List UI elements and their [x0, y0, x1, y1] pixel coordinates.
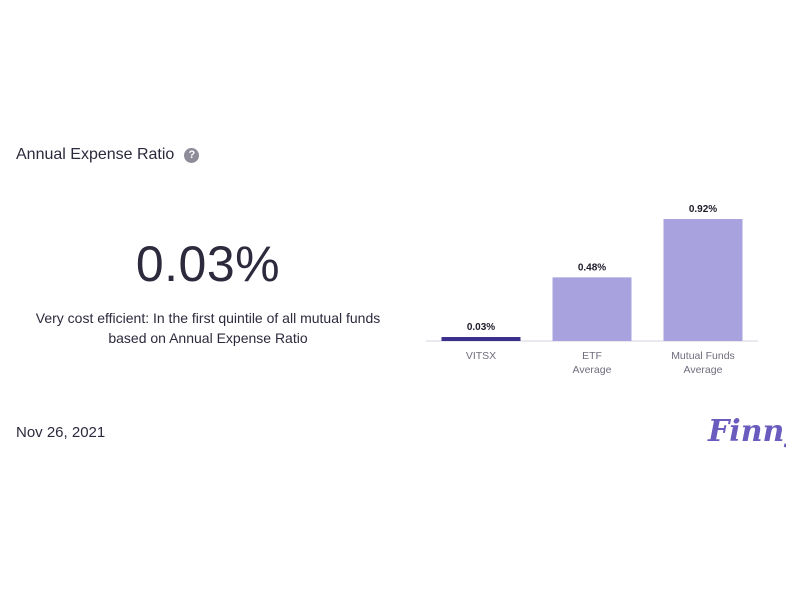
category-label-1-0: ETF	[582, 350, 602, 362]
value-label-2: 0.92%	[689, 204, 717, 215]
category-label-1-1: Average	[573, 364, 612, 376]
value-label-1: 0.48%	[578, 262, 606, 273]
header: Annual Expense Ratio ?	[16, 146, 200, 164]
metric-summary: 0.03% Very cost efficient: In the first …	[28, 234, 388, 348]
bar-0	[441, 337, 521, 341]
category-label-0-0: VITSX	[466, 350, 496, 362]
expense-ratio-value: 0.03%	[135, 236, 281, 292]
value-label-0: 0.03%	[467, 322, 495, 333]
bar-2	[663, 219, 743, 341]
bar-chart: 0.03% VITSX 0.48% ETF Average 0.92% Mutual Fun…	[426, 204, 758, 376]
category-label-2-1: Average	[684, 364, 723, 376]
chart-title: Annual Expense Ratio	[16, 146, 175, 163]
finny-logo-text: Finny	[707, 414, 786, 449]
finny-logo[interactable]: Finny	[706, 412, 786, 458]
expense-ratio-description: Very cost efficient: In the first quinti…	[35, 310, 381, 346]
bar-1	[552, 277, 632, 341]
date-label: Nov 26, 2021	[16, 424, 106, 441]
help-icon[interactable]: ?	[184, 147, 200, 163]
category-label-2-0: Mutual Funds	[671, 350, 735, 362]
